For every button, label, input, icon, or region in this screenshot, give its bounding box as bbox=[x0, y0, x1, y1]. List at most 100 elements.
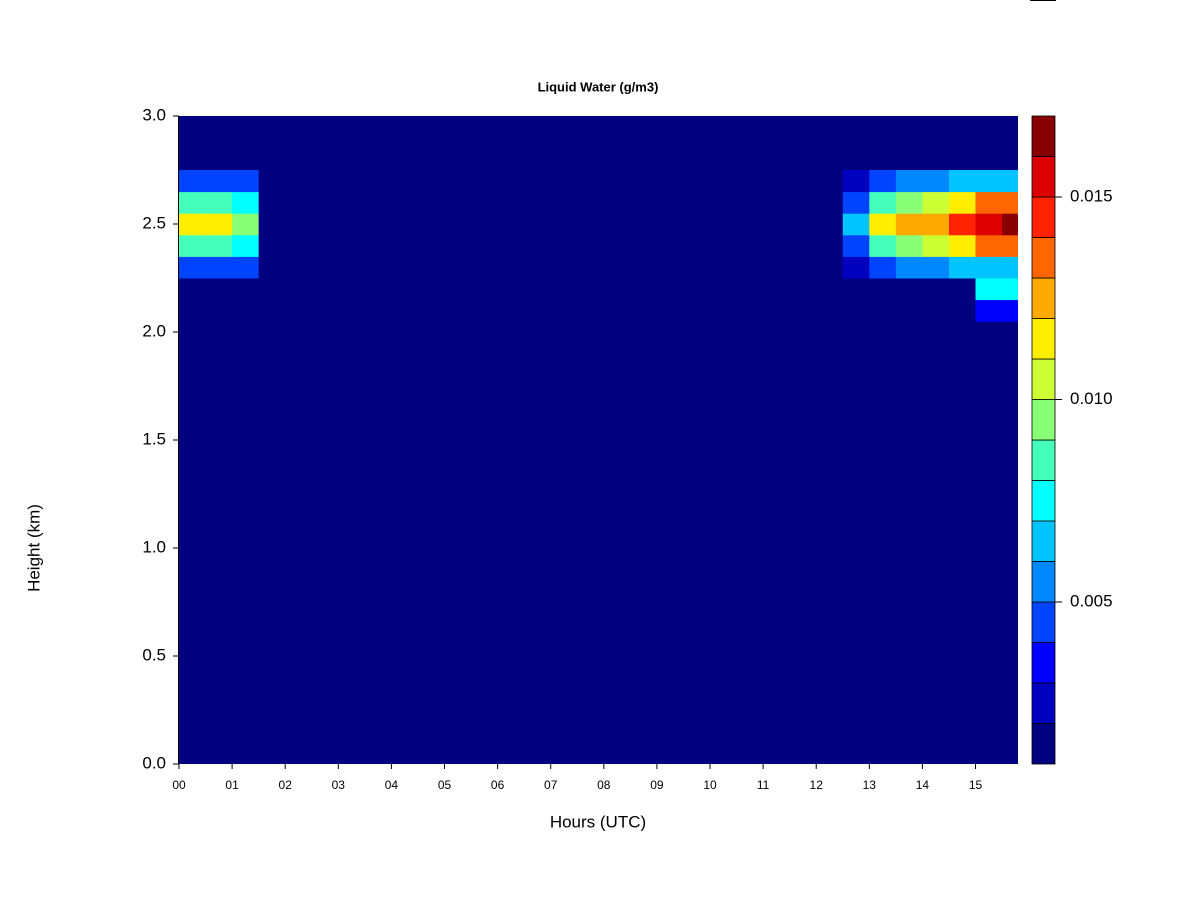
contour-cell bbox=[258, 213, 286, 236]
contour-cell bbox=[338, 278, 366, 301]
colorbar-tick-label: 0.010 bbox=[1070, 389, 1113, 408]
contour-cell bbox=[1002, 256, 1018, 279]
contour-cell bbox=[258, 299, 286, 322]
contour-cell bbox=[975, 256, 1003, 279]
contour-cell bbox=[364, 256, 392, 279]
x-tick-label: 15 bbox=[969, 778, 983, 792]
contour-cell bbox=[816, 170, 844, 193]
contour-cell bbox=[683, 278, 711, 301]
y-tick-label: 0.5 bbox=[142, 645, 166, 664]
contour-cell bbox=[656, 278, 684, 301]
contour-cell bbox=[471, 191, 499, 214]
contour-cell bbox=[869, 234, 897, 257]
contour-cell bbox=[524, 234, 552, 257]
contour-cell bbox=[232, 299, 260, 322]
y-tick-label: 2.0 bbox=[142, 321, 166, 340]
contour-cell bbox=[285, 213, 313, 236]
contour-cell bbox=[417, 234, 446, 257]
contour-cell bbox=[1002, 213, 1018, 236]
contour-cell bbox=[285, 256, 313, 279]
x-tick-label: 02 bbox=[279, 778, 293, 792]
x-axis-label: Hours (UTC) bbox=[550, 812, 646, 831]
contour-cell bbox=[391, 234, 419, 257]
y-tick-label: 1.0 bbox=[142, 537, 166, 556]
contour-cell bbox=[258, 191, 286, 214]
contour-cell bbox=[232, 191, 260, 214]
contour-cell bbox=[1002, 191, 1018, 214]
chart-title: Liquid Water (g/m3) bbox=[538, 79, 659, 94]
contour-cell bbox=[577, 170, 605, 193]
contour-cell bbox=[577, 234, 605, 257]
contour-cell bbox=[736, 256, 764, 279]
contour-cell bbox=[444, 234, 472, 257]
contour-cell bbox=[603, 213, 631, 236]
contour-cell bbox=[683, 256, 711, 279]
plot-area bbox=[179, 116, 1018, 764]
contour-cell bbox=[975, 213, 1003, 236]
contour-cell bbox=[497, 170, 525, 193]
contour-cell bbox=[630, 191, 658, 214]
contour-cell bbox=[895, 256, 923, 279]
contour-cell bbox=[311, 170, 339, 193]
x-tick-label: 03 bbox=[332, 778, 346, 792]
contour-cell bbox=[736, 234, 764, 257]
x-tick-label: 06 bbox=[491, 778, 505, 792]
x-tick-label: 08 bbox=[597, 778, 611, 792]
colorbar-band bbox=[1031, 642, 1056, 684]
contour-cell bbox=[471, 299, 499, 322]
x-tick-label: 04 bbox=[385, 778, 399, 792]
contour-cell bbox=[603, 299, 631, 322]
contour-cell bbox=[205, 256, 233, 279]
contour-cell bbox=[577, 299, 605, 322]
contour-cell bbox=[524, 278, 552, 301]
contour-cell bbox=[258, 234, 286, 257]
contour-cell bbox=[205, 234, 233, 257]
axes: 0.005 0.010 0.015 0.0 0.5 1.0 1.5 2.0 2.5 3.0 00 01… bbox=[142, 105, 1112, 792]
contour-cell bbox=[417, 191, 446, 214]
colorbar-band bbox=[1031, 277, 1056, 319]
contour-cell bbox=[311, 213, 339, 236]
contour-cell bbox=[391, 256, 419, 279]
contour-cell bbox=[311, 191, 339, 214]
contour-cell bbox=[630, 256, 658, 279]
contour-cell bbox=[683, 170, 711, 193]
contour-cell bbox=[763, 278, 791, 301]
contour-cell bbox=[975, 278, 1003, 301]
x-tick-label: 14 bbox=[916, 778, 930, 792]
contour-cell bbox=[948, 191, 977, 214]
contour-cell bbox=[524, 299, 552, 322]
contour-cell bbox=[816, 278, 844, 301]
contour-cell bbox=[842, 213, 870, 236]
contour-cell bbox=[550, 278, 578, 301]
contour-cell bbox=[179, 170, 207, 193]
contour-cell bbox=[497, 191, 525, 214]
contour-cell bbox=[444, 256, 472, 279]
contour-cell bbox=[524, 170, 552, 193]
colorbar-band bbox=[1031, 682, 1056, 724]
colorbar-band bbox=[1031, 358, 1056, 400]
contour-cell bbox=[895, 213, 923, 236]
contour-cell bbox=[922, 213, 950, 236]
contour-cell bbox=[922, 191, 950, 214]
contour-cell bbox=[577, 191, 605, 214]
contour-cell bbox=[710, 191, 738, 214]
contour-cell bbox=[603, 278, 631, 301]
contour-cell bbox=[338, 234, 366, 257]
contour-cell bbox=[763, 170, 791, 193]
contour-cell bbox=[842, 191, 870, 214]
contour-cell bbox=[417, 256, 446, 279]
contour-cell bbox=[285, 170, 313, 193]
contour-cell bbox=[603, 234, 631, 257]
contour-cell bbox=[816, 191, 844, 214]
contour-cell bbox=[577, 278, 605, 301]
contour-cell bbox=[1002, 170, 1018, 193]
contour-cell bbox=[895, 299, 923, 322]
contour-cell bbox=[497, 299, 525, 322]
contour-cell bbox=[285, 191, 313, 214]
contour-cell bbox=[948, 234, 977, 257]
contour-cell bbox=[550, 299, 578, 322]
contour-cell bbox=[179, 213, 207, 236]
contour-cell bbox=[869, 191, 897, 214]
contour-cell bbox=[710, 278, 738, 301]
contour-cell bbox=[869, 170, 897, 193]
